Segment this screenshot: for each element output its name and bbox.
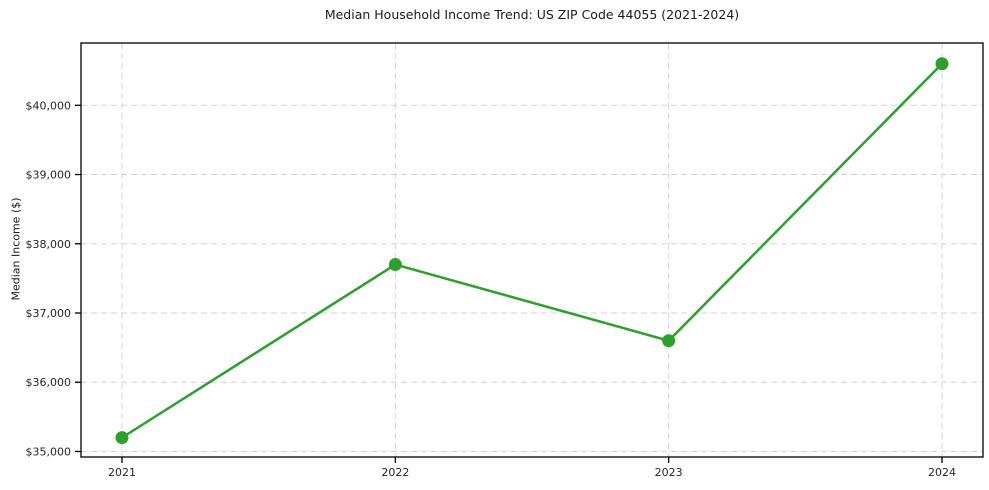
y-tick-label: $35,000 [26,445,72,458]
data-point-marker [388,258,402,272]
data-point-marker [935,57,949,71]
trend-line [120,62,944,439]
x-tick-label: 2022 [381,466,409,479]
data-point-marker [662,334,676,348]
plot-border [80,42,984,458]
y-tick-label: $37,000 [26,307,72,320]
y-tick-label: $39,000 [26,169,72,182]
x-tick-label: 2024 [928,466,956,479]
y-tick-label: $36,000 [26,376,72,389]
y-tick-label: $40,000 [26,99,72,112]
data-point-marker [115,431,129,445]
y-tick-label: $38,000 [26,238,72,251]
x-tick-label: 2021 [108,466,136,479]
x-tick-label: 2023 [655,466,683,479]
chart-title: Median Household Income Trend: US ZIP Co… [324,7,740,22]
